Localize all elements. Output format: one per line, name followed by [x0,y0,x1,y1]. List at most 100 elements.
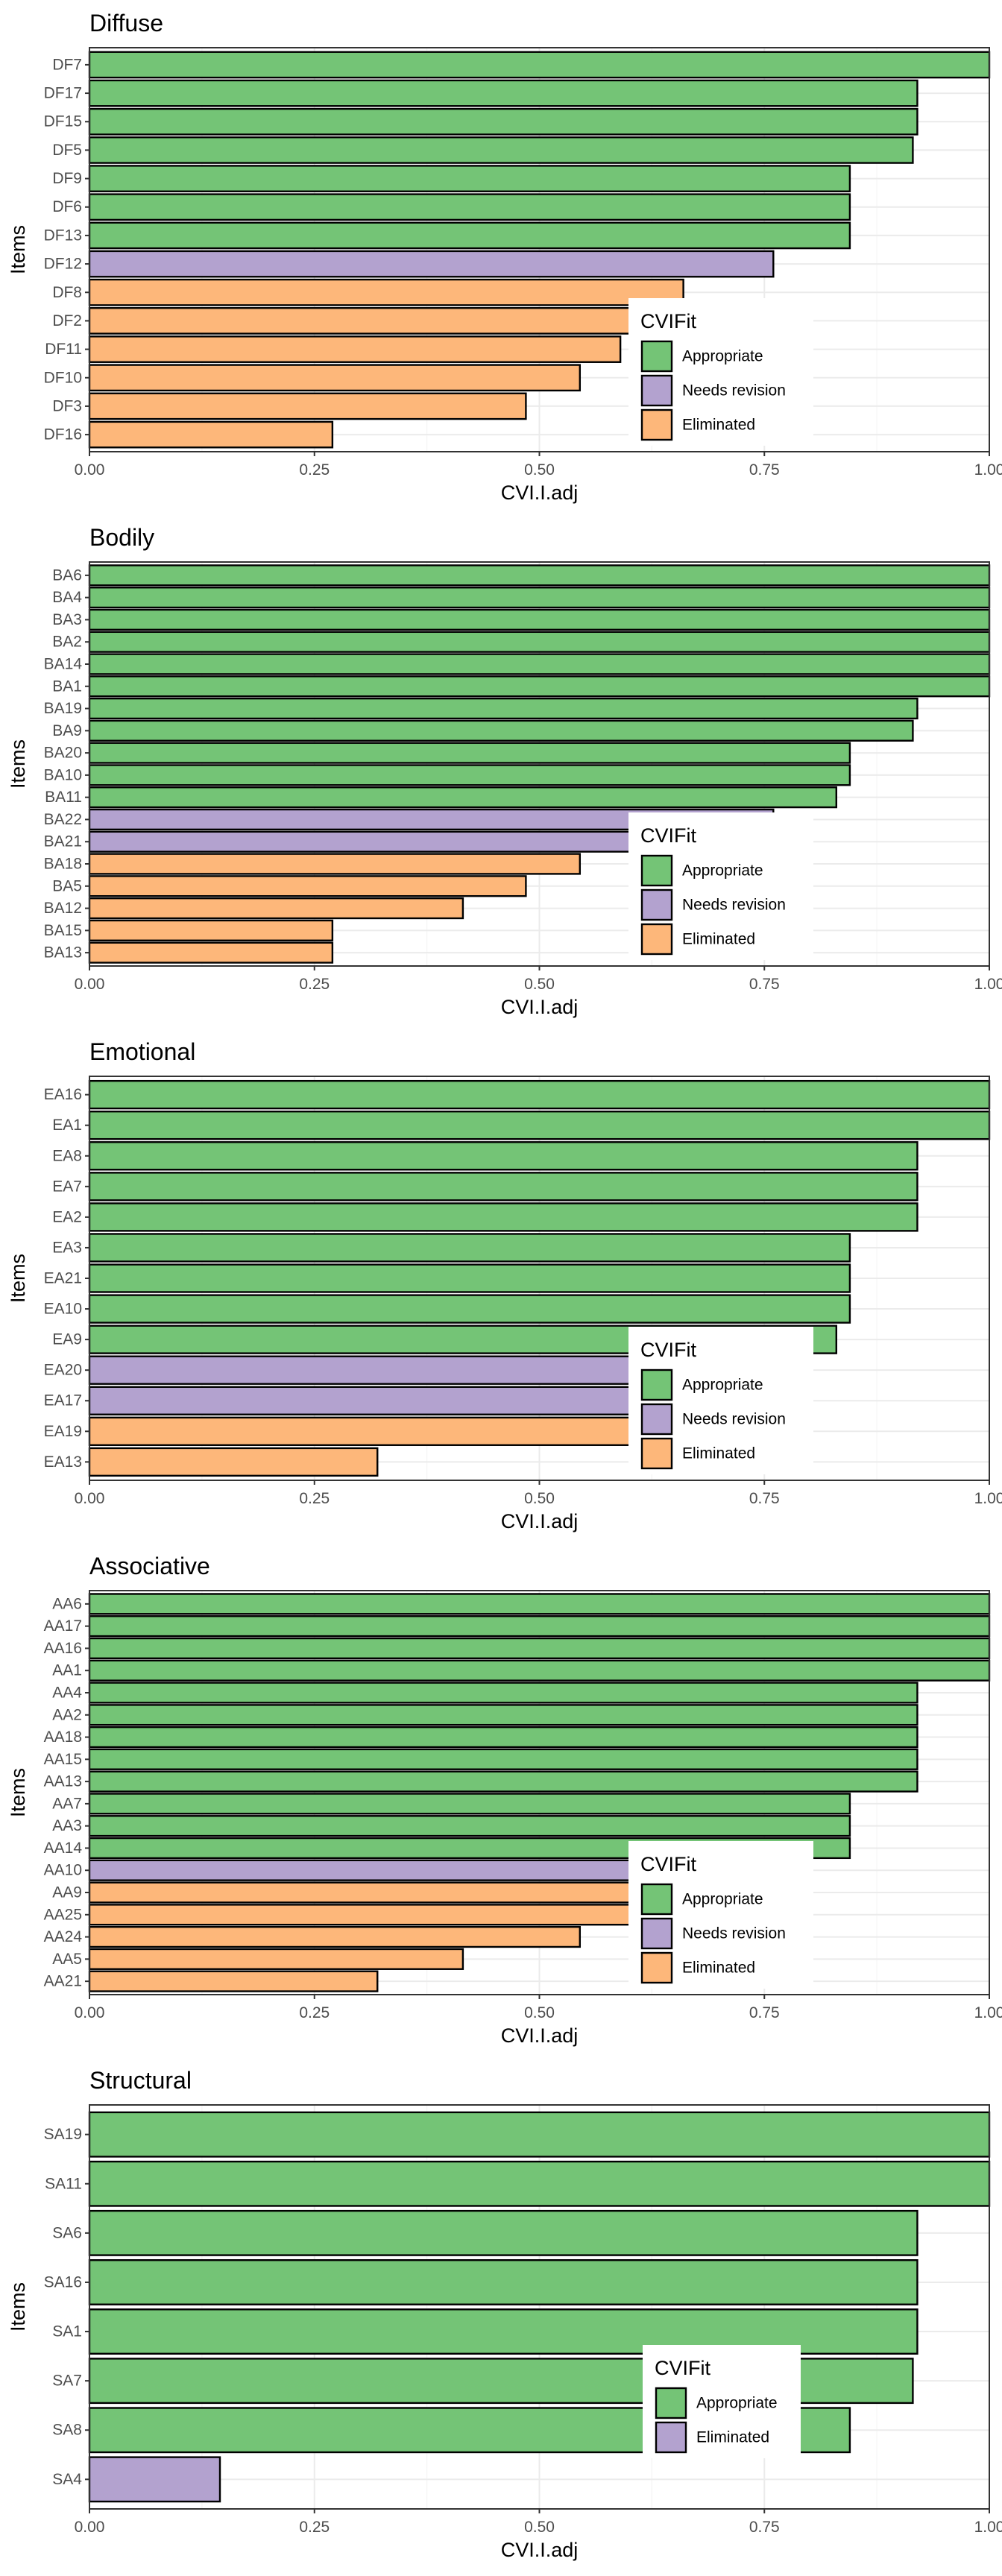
y-tick-label-ea8: EA8 [52,1147,82,1164]
bar-aa25 [88,1904,649,1926]
y-tick-label-aa13: AA13 [44,1773,82,1790]
bar-ba9 [88,719,914,742]
bar-df2 [88,307,649,335]
y-tick-label-df6: DF6 [52,198,82,215]
y-tick-label-ba2: BA2 [52,634,82,651]
bar-ea1 [88,1111,991,1140]
y-tick-label-aa7: AA7 [52,1795,82,1812]
bar-ba6 [88,564,991,587]
bar-ba10 [88,764,851,786]
y-tick-label-aa4: AA4 [52,1684,82,1701]
panel-bodily-legend: CVIFit Appropriate Needs revision Eliminate… [628,812,813,960]
panel-diffuse-x-tick-label: 0.50 [524,461,555,479]
y-tick-label-aa14: AA14 [44,1840,83,1857]
panel-emotional-legend: CVIFit Appropriate Needs revision Eliminate… [628,1327,813,1474]
y-tick-label-aa2: AA2 [52,1706,82,1723]
panel-structural-x-axis-title: CVI.I.adj [501,2539,579,2561]
legend-key-eliminated [655,2421,687,2454]
bar-ea3 [88,1233,851,1263]
bar-ba3 [88,608,991,631]
bar-ba11 [88,786,838,809]
panel-diffuse-chart: Diffuse DF7 DF17 DF15 DF5 DF9 DF6 DF13 DF12 DF8 DF… [7,10,1002,504]
y-tick-label-df17: DF17 [44,85,82,102]
legend-key-needs-revision [640,374,673,407]
legend-label-needs-revision: Needs revision [682,897,786,914]
y-tick-label-df15: DF15 [44,113,82,130]
legend-key-appropriate [655,2387,687,2419]
legend-label-appropriate: Appropriate [682,862,763,880]
y-tick-label-aa5: AA5 [52,1951,82,1968]
panel-associative-x-tick-label: 0.00 [75,2004,105,2021]
legend-key-needs-revision [640,1917,673,1950]
bar-aa1 [88,1659,991,1682]
bar-aa9 [88,1881,684,1904]
bar-ba2 [88,631,991,653]
panel-structural-x-tick-label: 0.00 [75,2519,105,2536]
bar-df6 [88,193,851,221]
legend-label-eliminated: Eliminated [696,2429,769,2446]
y-tick-label-ea10: EA10 [44,1301,82,1318]
bar-aa5 [88,1948,464,1970]
bar-df9 [88,165,851,192]
bar-df15 [88,107,918,136]
bar-ba19 [88,697,918,720]
y-tick-label-sa19: SA19 [44,2126,82,2143]
legend-key-eliminated [640,1951,673,1984]
y-tick-label-sa4: SA4 [52,2471,82,2488]
y-tick-label-aa15: AA15 [44,1751,82,1768]
y-tick-label-df13: DF13 [44,227,82,244]
panel-bodily-x-tick-label: 0.25 [299,976,330,993]
bar-ba18 [88,853,582,875]
y-tick-label-ea16: EA16 [44,1086,82,1103]
panel-diffuse-title: Diffuse [89,10,163,37]
panel-emotional-title: Emotional [89,1038,195,1065]
y-tick-label-aa9: AA9 [52,1884,82,1901]
panel-bodily-x-tick-label: 0.75 [749,976,780,993]
panel-bodily-x-tick-label: 0.00 [75,976,105,993]
y-tick-label-ba19: BA19 [44,700,82,717]
panel-emotional-x-tick-label: 0.75 [749,1490,780,1507]
bar-ba4 [88,587,991,609]
panel-associative-y-axis-title: Items [7,1768,29,1817]
panel-associative-x-tick-label: 0.75 [749,2004,780,2021]
panel-structural-legend: CVIFit Appropriate Eliminated [643,2345,801,2458]
bar-ba20 [88,742,851,764]
y-tick-label-sa8: SA8 [52,2422,82,2439]
y-tick-label-aa17: AA17 [44,1617,82,1635]
bar-ea2 [88,1202,918,1232]
bar-sa19 [88,2111,991,2158]
bar-ba12 [88,897,464,920]
bar-ea21 [88,1263,851,1293]
bar-ea13 [88,1447,379,1477]
y-tick-label-ea1: EA1 [52,1117,82,1134]
bar-aa2 [88,1704,918,1726]
panel-associative-legend-title: CVIFit [640,1853,697,1875]
bar-ea19 [88,1416,649,1446]
y-tick-label-aa3: AA3 [52,1817,82,1834]
panel-structural-y-axis-title: Items [7,2282,29,2332]
y-tick-label-sa7: SA7 [52,2373,82,2390]
bar-df16 [88,420,334,449]
bar-ea8 [88,1141,918,1171]
bar-aa17 [88,1615,991,1638]
legend-label-needs-revision: Needs revision [682,1411,786,1428]
y-tick-label-df16: DF16 [44,426,82,443]
legend-label-appropriate: Appropriate [682,1891,763,1908]
bar-sa16 [88,2259,918,2305]
legend-key-appropriate [640,1368,673,1401]
y-tick-label-ba11: BA11 [45,789,82,806]
y-tick-label-df2: DF2 [52,312,82,329]
bar-sa11 [88,2160,991,2207]
legend-label-needs-revision: Needs revision [682,1925,786,1942]
y-tick-label-ba1: BA1 [52,678,82,695]
panel-diffuse-legend-title: CVIFit [640,310,697,332]
bar-df12 [88,250,775,278]
y-tick-label-sa1: SA1 [52,2323,82,2340]
bar-aa4 [88,1682,918,1704]
y-tick-label-ba15: BA15 [44,922,82,939]
legend-label-appropriate: Appropriate [696,2395,778,2412]
bar-aa18 [88,1726,918,1749]
y-tick-label-ba21: BA21 [44,833,82,850]
legend-label-eliminated: Eliminated [682,1960,755,1977]
bar-aa3 [88,1815,851,1837]
